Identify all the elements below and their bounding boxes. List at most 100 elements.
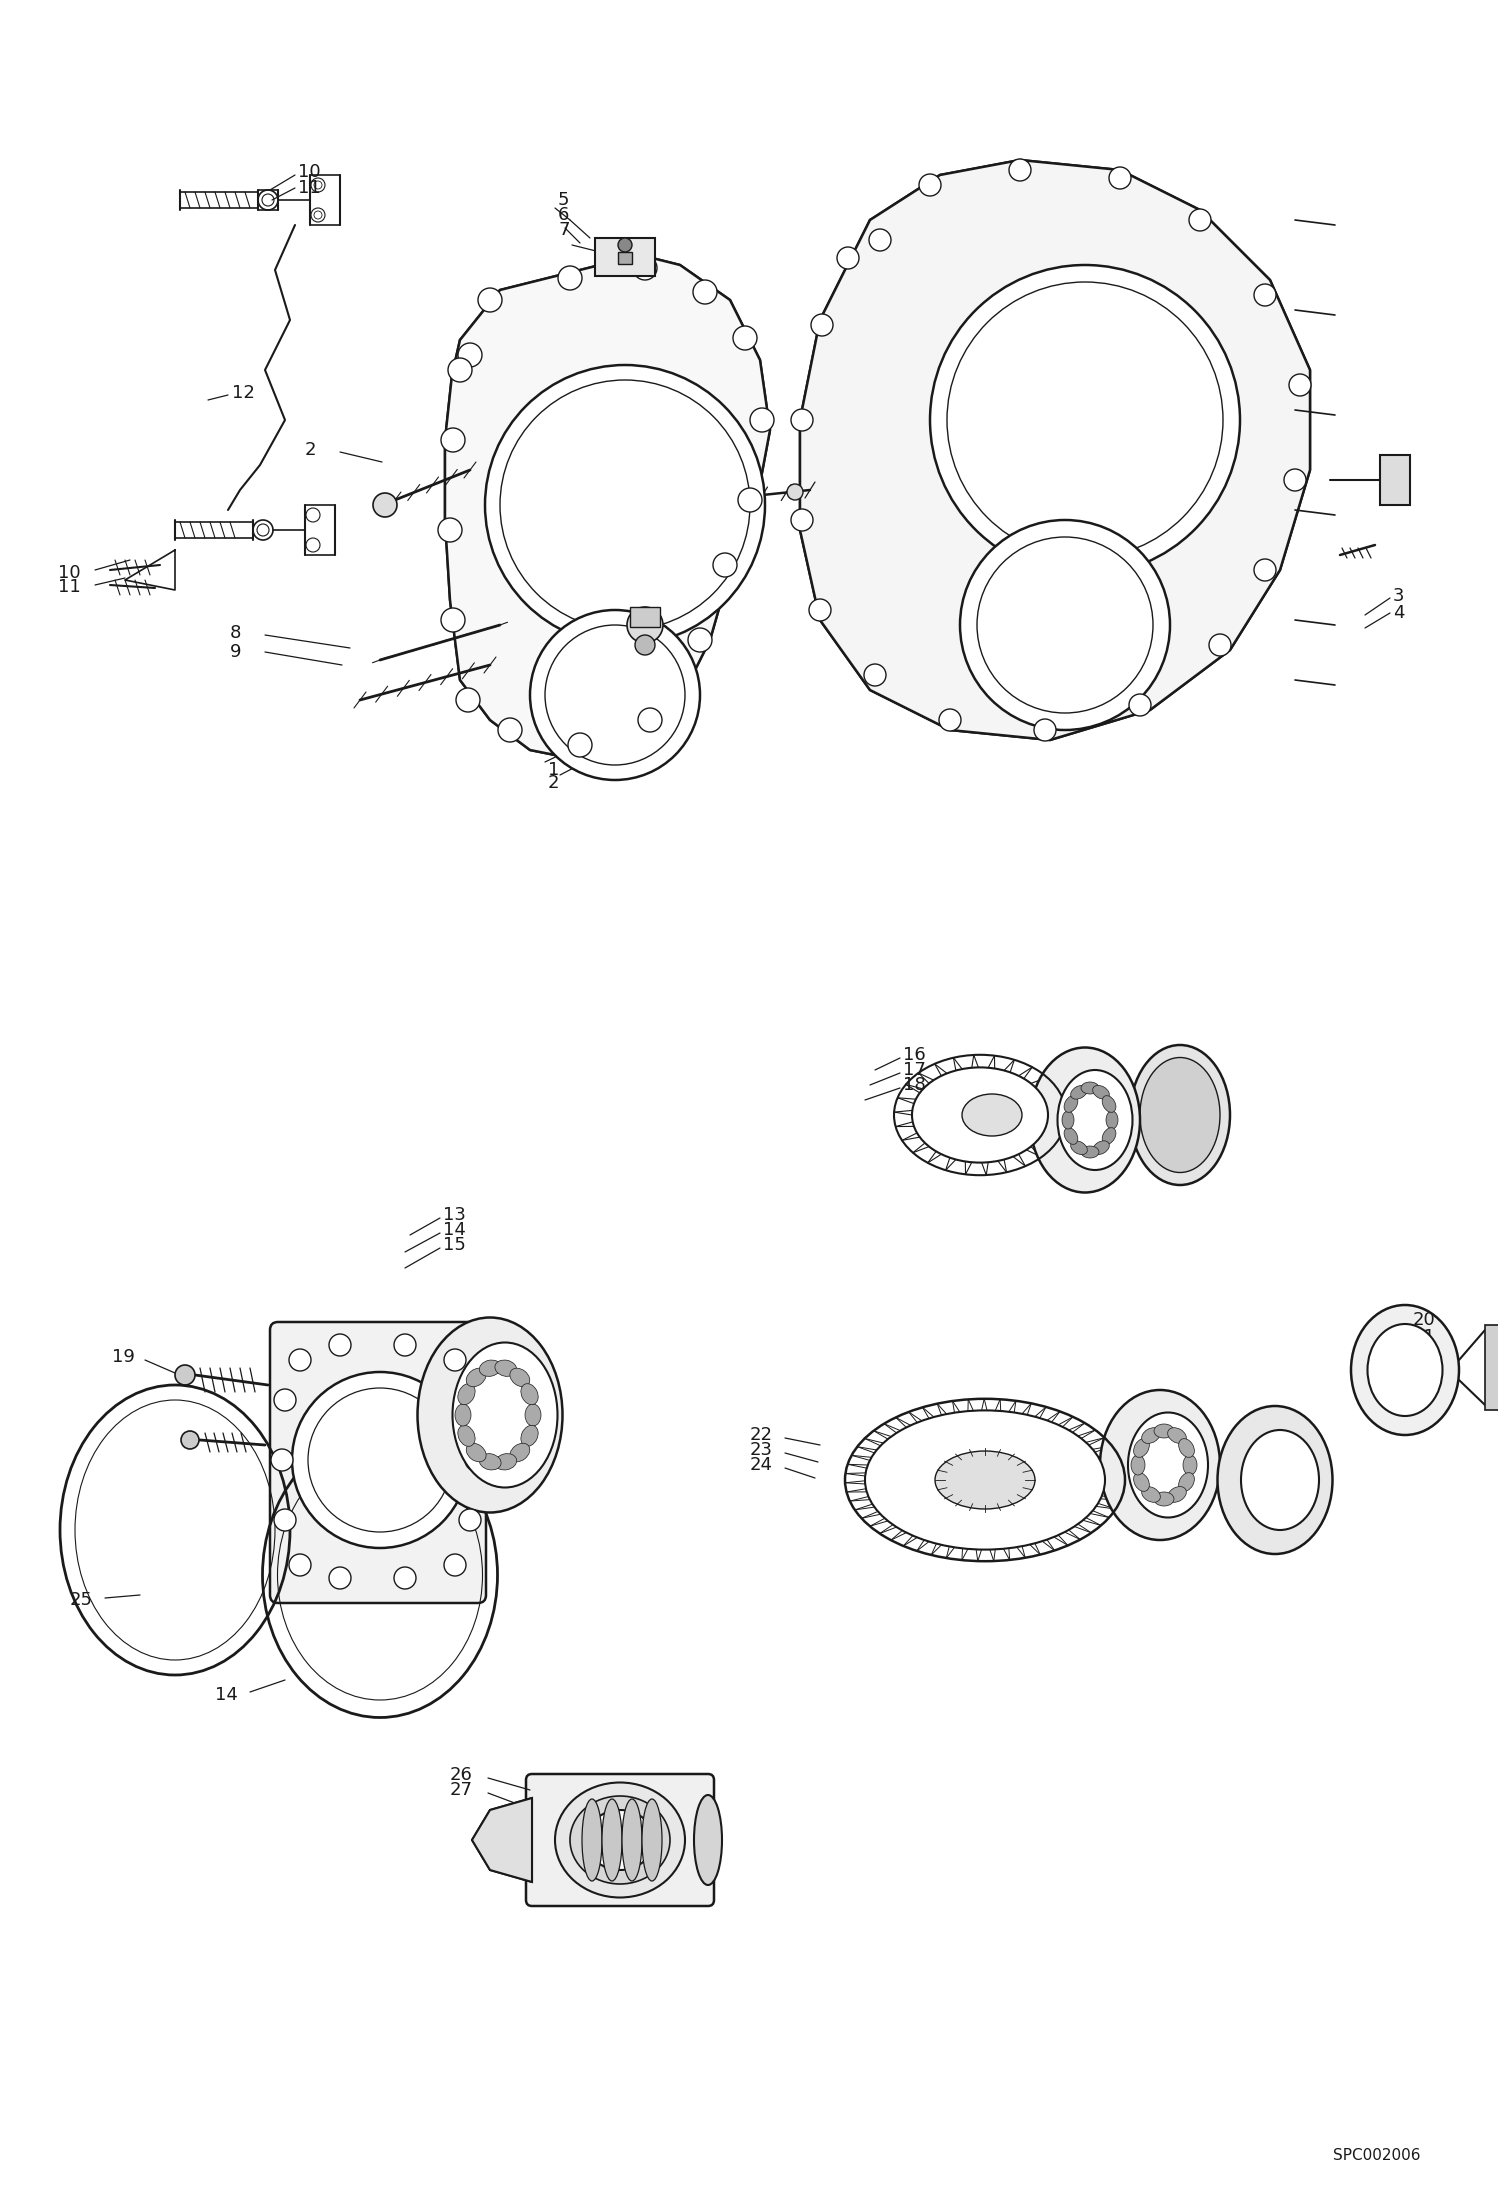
Ellipse shape [1062,1110,1074,1130]
Text: 7: 7 [557,222,569,239]
Text: 23: 23 [750,1441,773,1459]
Polygon shape [800,160,1309,739]
Ellipse shape [554,1782,685,1898]
Circle shape [443,1349,466,1371]
Text: 10: 10 [58,564,81,581]
Ellipse shape [1082,1082,1100,1095]
Circle shape [448,358,472,382]
Ellipse shape [1167,1428,1186,1444]
Circle shape [289,1349,312,1371]
Circle shape [1034,720,1056,742]
Ellipse shape [1092,1141,1110,1154]
Ellipse shape [1153,1424,1174,1437]
Circle shape [458,1389,481,1411]
Circle shape [330,1334,351,1356]
Circle shape [458,1509,481,1531]
Circle shape [271,1448,294,1470]
Ellipse shape [912,1068,1049,1163]
Text: 16: 16 [903,1047,926,1064]
Bar [619,252,632,263]
Circle shape [1109,167,1131,189]
Text: SPC002006: SPC002006 [1333,2148,1420,2163]
Circle shape [791,509,813,531]
Ellipse shape [1106,1110,1118,1130]
FancyBboxPatch shape [270,1323,485,1604]
Ellipse shape [466,1369,487,1387]
Ellipse shape [1140,1058,1219,1172]
Text: 10: 10 [298,162,321,180]
Circle shape [485,364,765,645]
Ellipse shape [1064,1128,1079,1145]
Circle shape [918,173,941,195]
Circle shape [1288,373,1311,395]
Circle shape [619,237,632,252]
Text: 21: 21 [1413,1327,1437,1345]
Ellipse shape [1082,1145,1100,1158]
Circle shape [688,627,712,652]
Ellipse shape [583,1799,602,1880]
Text: 8: 8 [231,623,241,643]
Circle shape [274,1509,297,1531]
Ellipse shape [455,1404,470,1426]
Ellipse shape [1058,1071,1132,1169]
Circle shape [394,1567,416,1588]
Text: 15: 15 [443,1235,466,1255]
Ellipse shape [509,1444,530,1461]
Circle shape [1189,208,1210,230]
Ellipse shape [1103,1095,1116,1112]
Ellipse shape [586,1810,655,1869]
Circle shape [1129,693,1150,715]
Ellipse shape [494,1455,517,1470]
Ellipse shape [1141,1488,1161,1503]
Bar [1485,1325,1498,1411]
Ellipse shape [1131,1455,1144,1474]
Text: 2: 2 [306,441,316,459]
Ellipse shape [524,1404,541,1426]
Circle shape [175,1365,195,1384]
Circle shape [1010,158,1031,180]
Circle shape [292,1371,467,1549]
Text: 14: 14 [443,1222,466,1240]
Ellipse shape [458,1384,475,1404]
Text: 13: 13 [443,1207,466,1224]
Ellipse shape [622,1799,643,1880]
Text: 25: 25 [70,1591,93,1608]
Bar [1380,454,1410,505]
Text: 12: 12 [232,384,255,402]
Circle shape [437,518,461,542]
Text: 11: 11 [298,180,321,197]
Ellipse shape [1240,1430,1320,1529]
Ellipse shape [1071,1086,1088,1099]
FancyBboxPatch shape [526,1775,715,1907]
Bar [595,237,655,276]
Circle shape [1254,283,1276,305]
Circle shape [443,1553,466,1575]
Polygon shape [472,1799,532,1882]
Circle shape [274,1389,297,1411]
Ellipse shape [479,1360,502,1376]
Polygon shape [445,255,770,759]
Circle shape [635,634,655,656]
Circle shape [373,494,397,518]
Ellipse shape [521,1426,538,1446]
Circle shape [497,717,521,742]
Circle shape [694,281,718,305]
Ellipse shape [571,1797,670,1885]
Text: 20: 20 [1413,1312,1435,1330]
Text: 2: 2 [548,774,559,792]
Ellipse shape [521,1384,538,1404]
Circle shape [634,257,658,281]
Ellipse shape [1071,1141,1088,1154]
Circle shape [464,1448,487,1470]
Text: 17: 17 [903,1062,926,1079]
Text: 9: 9 [231,643,241,660]
Ellipse shape [1129,1044,1230,1185]
Text: 6: 6 [557,206,569,224]
Circle shape [750,408,774,432]
Circle shape [930,265,1240,575]
Circle shape [713,553,737,577]
Ellipse shape [1092,1086,1110,1099]
Ellipse shape [509,1369,530,1387]
Ellipse shape [1167,1488,1186,1503]
Circle shape [733,327,756,351]
